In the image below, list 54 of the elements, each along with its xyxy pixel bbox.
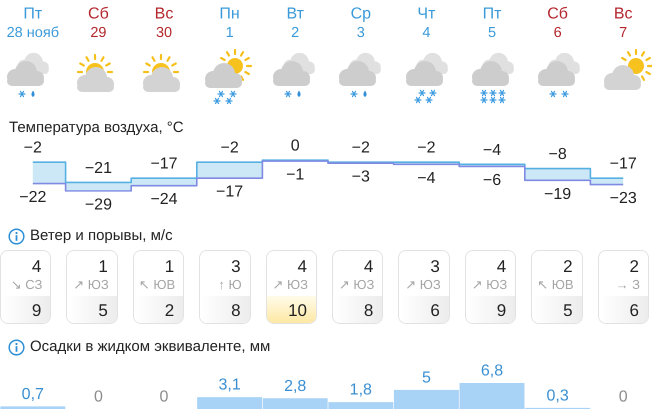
wind-card: 4 ↗ ЮЗ 10 <box>266 250 317 324</box>
data-label: −2 <box>352 140 370 157</box>
x-tick-label: Пт 28 нояб <box>6 6 59 41</box>
data-label: 0 <box>160 388 169 406</box>
wind-card: 1 ↖ ЮВ 2 <box>132 250 184 324</box>
data-label: −4 <box>482 142 502 159</box>
wind-card: 3 ↗ ЮЗ 6 <box>398 250 450 324</box>
wind-card: 3 ↑ Ю 8 <box>199 250 251 324</box>
x-tick-label: Чт 4 <box>417 6 436 41</box>
data-label: 6,8 <box>480 362 504 380</box>
data-label: −29 <box>84 196 112 214</box>
wind-card: 4 ↘ СЗ 9 <box>0 250 52 324</box>
data-label: 0 <box>290 138 300 154</box>
wind-card: 2 → З 6 <box>598 250 649 324</box>
x-tick-label: Ср 3 <box>350 6 372 41</box>
bar <box>0 406 66 409</box>
data-label: −2 <box>24 140 42 157</box>
data-label: 0 <box>94 388 103 406</box>
data-label: −6 <box>482 172 502 189</box>
data-label: 5 <box>422 369 431 386</box>
data-label: −24 <box>150 191 178 208</box>
x-tick-label: Вс 7 <box>614 6 633 41</box>
data-label: −3 <box>352 168 370 186</box>
data-label: −23 <box>610 190 637 208</box>
data-label: −2 <box>417 140 436 157</box>
data-label: −17 <box>150 156 178 173</box>
x-tick-label: Сб 6 <box>547 6 568 41</box>
data-label: 2,8 <box>284 378 306 395</box>
data-label: −22 <box>19 189 46 206</box>
data-label: −1 <box>286 166 304 184</box>
data-label: 0,7 <box>22 386 44 403</box>
wind-card: 2 ↖ ЮВ 5 <box>531 250 583 324</box>
data-label: −17 <box>216 184 244 201</box>
x-tick-label: Сб 29 <box>88 6 109 41</box>
text: Ветер и порывы, м/с <box>30 227 173 245</box>
wind-card: 4 ↗ ЮЗ 8 <box>332 250 384 324</box>
x-tick-label: Вт 2 <box>286 6 305 41</box>
data-label: 0,3 <box>546 387 569 404</box>
wind-card: 4 ↗ ЮЗ 9 <box>464 250 516 324</box>
x-tick-label: Вс 30 <box>154 6 174 41</box>
x-tick-label: Пн 1 <box>219 6 240 41</box>
data-label: −21 <box>84 160 112 177</box>
data-label: 0 <box>618 388 628 406</box>
data-label: −17 <box>610 156 637 173</box>
chart-title: Осадки в жидком эквиваленте, мм <box>30 338 270 356</box>
data-label: 1,8 <box>350 382 372 399</box>
data-label: −8 <box>548 146 567 164</box>
data-label: −2 <box>220 140 239 157</box>
data-label: 3,1 <box>218 376 241 394</box>
wind-card: 1 ↗ ЮЗ 5 <box>66 250 118 324</box>
x-tick-label: Пт 5 <box>482 6 502 41</box>
data-label: −19 <box>544 186 572 203</box>
chart-title: Температура воздуха, °C <box>9 119 184 137</box>
data-label: −4 <box>417 170 436 187</box>
